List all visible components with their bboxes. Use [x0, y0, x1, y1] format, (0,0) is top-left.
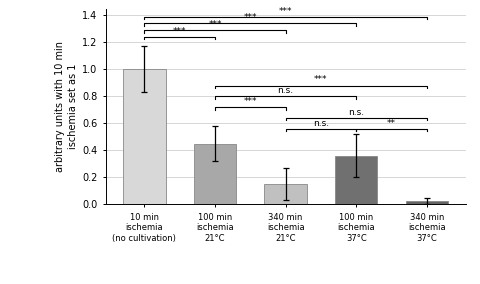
Text: ***: ***: [208, 20, 222, 29]
Bar: [264, 184, 307, 204]
Y-axis label: arbitrary units with 10 min
ischemia set as 1: arbitrary units with 10 min ischemia set…: [55, 41, 78, 172]
Text: n.s.: n.s.: [277, 86, 294, 95]
Text: n.s.: n.s.: [313, 119, 329, 128]
Bar: [335, 156, 377, 204]
Bar: [406, 201, 448, 204]
Text: ***: ***: [279, 7, 292, 16]
Text: **: **: [387, 119, 396, 128]
Bar: [123, 69, 166, 204]
Text: ***: ***: [243, 97, 257, 106]
Bar: [194, 144, 236, 204]
Text: n.s.: n.s.: [348, 108, 364, 117]
Text: ***: ***: [243, 13, 257, 22]
Text: ***: ***: [314, 76, 328, 84]
Text: ***: ***: [173, 27, 186, 36]
